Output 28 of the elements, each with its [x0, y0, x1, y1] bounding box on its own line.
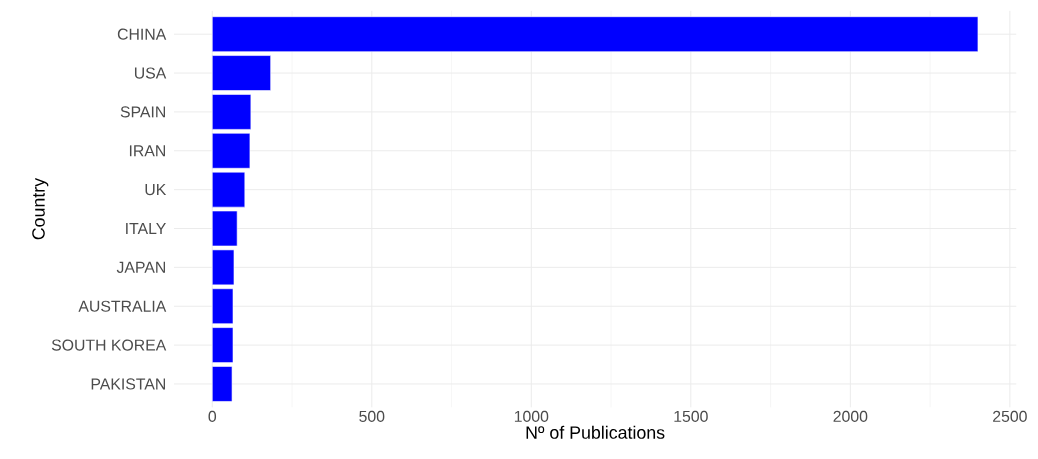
y-tick-label: CHINA	[117, 28, 167, 40]
bar	[211, 327, 234, 363]
y-tick-label: PAKISTAN	[91, 378, 165, 390]
bar	[211, 288, 234, 325]
x-axis-title: Nº of Publications	[526, 425, 665, 439]
x-tick-label: 0	[208, 410, 217, 422]
y-tick-label: UK	[145, 184, 167, 196]
bar	[211, 210, 238, 247]
y-tick-label: SOUTH KOREA	[51, 339, 167, 351]
x-tick-label: 1500	[674, 410, 708, 422]
x-tick-label: 2000	[833, 410, 868, 422]
y-tick-label: ITALY	[126, 223, 166, 234]
y-tick-label: SPAIN	[120, 106, 165, 118]
bar	[211, 132, 251, 169]
bar	[211, 94, 252, 130]
bar	[211, 55, 271, 91]
bar	[211, 16, 979, 52]
y-tick-label: JAPAN	[116, 261, 165, 273]
bar	[211, 171, 246, 208]
y-tick-label: AUSTRALIA	[78, 300, 167, 312]
bar	[211, 249, 235, 286]
x-tick-label: 500	[359, 410, 385, 422]
y-tick-label: USA	[134, 67, 167, 79]
bar	[211, 366, 233, 402]
x-tick-label: 2500	[993, 410, 1027, 422]
x-tick-label: 1000	[514, 410, 549, 422]
y-axis-title: Country	[32, 177, 49, 240]
y-tick-label: IRAN	[129, 145, 165, 157]
